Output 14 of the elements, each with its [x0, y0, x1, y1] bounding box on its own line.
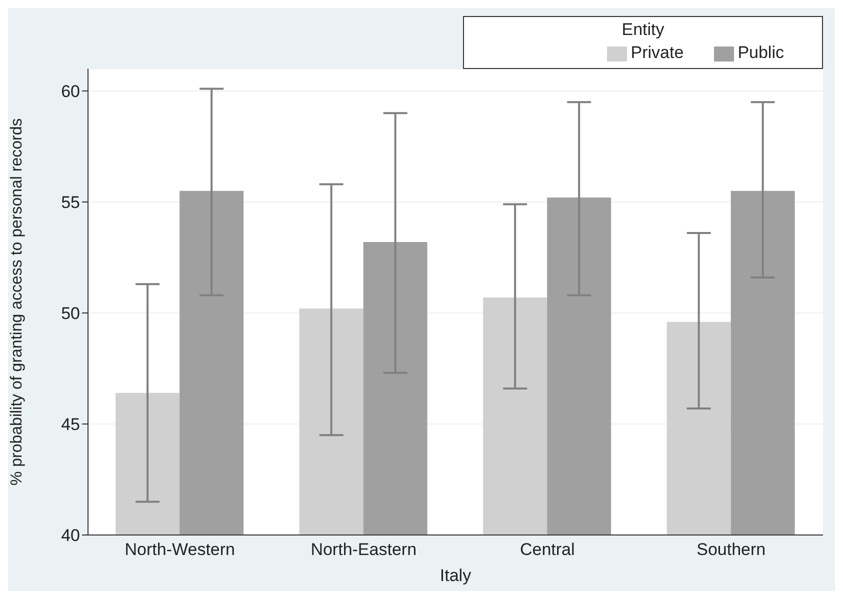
legend-label: Private — [630, 43, 684, 62]
y-tick-label: 45 — [61, 415, 80, 434]
y-tick-label: 50 — [61, 304, 80, 324]
x-axis-title: Italy — [440, 566, 472, 585]
legend-title: Entity — [620, 20, 666, 40]
y-tick-label: 40 — [61, 526, 80, 546]
x-tick-label: North-Western — [124, 540, 235, 560]
x-tick-label: North-Eastern — [310, 540, 417, 560]
x-tick-label: Southern — [696, 540, 766, 560]
x-tick-label: Central — [520, 540, 575, 560]
legend-label: Public — [738, 43, 784, 62]
y-tick-label: 60 — [61, 82, 80, 101]
y-axis-title: % probability of granting access to personal records — [8, 118, 26, 486]
y-tick-label: 55 — [61, 193, 80, 212]
